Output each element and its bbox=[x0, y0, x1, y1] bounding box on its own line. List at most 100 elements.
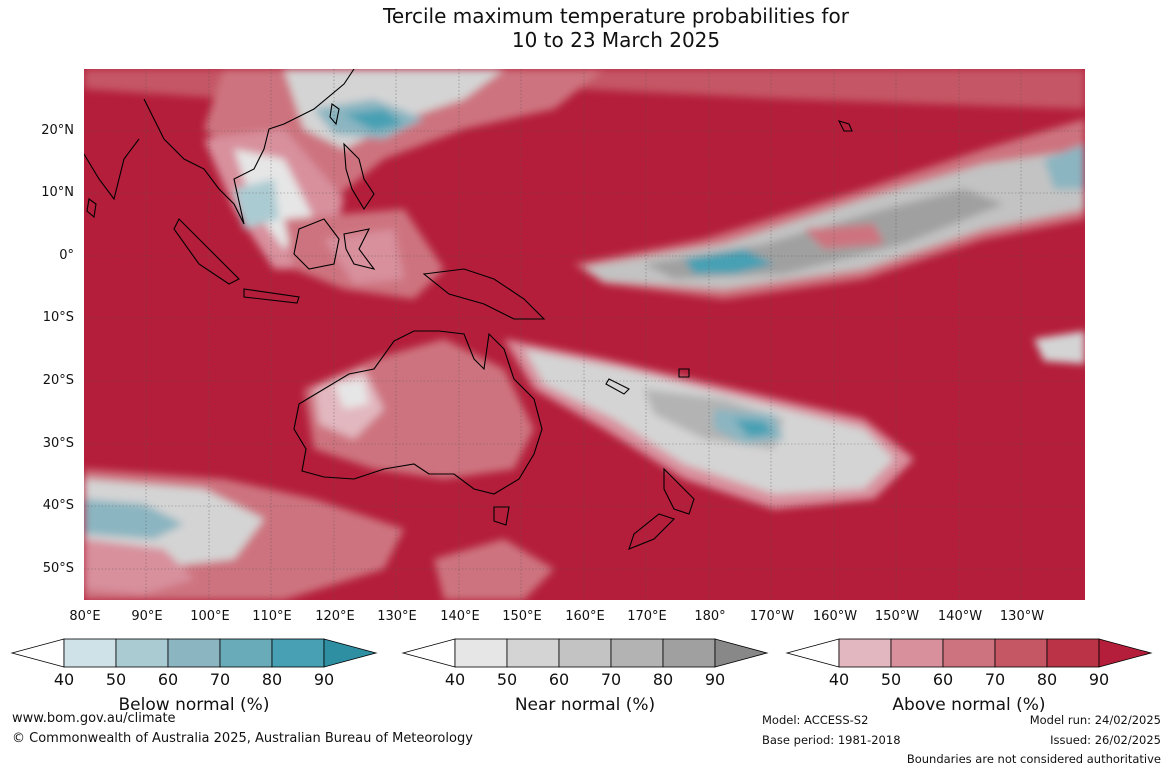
model-run-text: Model run: 24/02/2025 bbox=[1029, 713, 1161, 727]
below-cb-bin-1 bbox=[63, 638, 117, 668]
near-cb-extend-low bbox=[401, 638, 456, 668]
java-coast bbox=[243, 288, 300, 304]
near-tick-50: 50 bbox=[496, 670, 518, 689]
graticule bbox=[84, 69, 1085, 600]
above-tick-60: 60 bbox=[932, 670, 954, 689]
fiji-coast bbox=[678, 368, 690, 378]
hawaii-coast bbox=[837, 120, 853, 132]
below-tick-70: 70 bbox=[209, 670, 231, 689]
above-tick-80: 80 bbox=[1036, 670, 1058, 689]
website-link[interactable]: www.bom.gov.au/climate bbox=[12, 711, 176, 726]
below-normal-colorbar bbox=[10, 638, 378, 668]
borneo-coast bbox=[293, 218, 340, 270]
below-tick-50: 50 bbox=[105, 670, 127, 689]
lon-label-170e: 170°E bbox=[627, 609, 667, 624]
below-tick-90: 90 bbox=[313, 670, 335, 689]
map-title: Tercile maximum temperature probabilitie… bbox=[0, 4, 1173, 52]
below-tick-80: 80 bbox=[261, 670, 283, 689]
taiwan-coast bbox=[329, 103, 340, 126]
near-cb-bin-5 bbox=[662, 638, 716, 668]
lat-label-40s: 40°S bbox=[42, 498, 74, 513]
above-normal-colorbar bbox=[785, 638, 1153, 668]
philippines-coast bbox=[343, 142, 375, 211]
near-cb-bin-2 bbox=[506, 638, 560, 668]
lon-label-180: 180° bbox=[694, 609, 726, 624]
near-tick-60: 60 bbox=[548, 670, 570, 689]
near-normal-colorbar bbox=[401, 638, 769, 668]
lat-label-20s: 20°S bbox=[42, 373, 74, 388]
lon-label-130e: 130°E bbox=[377, 609, 417, 624]
below-cb-bin-4 bbox=[219, 638, 273, 668]
title-line-2: 10 to 23 March 2025 bbox=[511, 28, 721, 52]
nz-south-island bbox=[628, 513, 676, 550]
lon-label-170w: 170°W bbox=[749, 609, 795, 624]
below-cb-extend-low bbox=[10, 638, 65, 668]
probability-map bbox=[84, 69, 1085, 600]
near-tick-80: 80 bbox=[652, 670, 674, 689]
lat-label-10n: 10°N bbox=[41, 185, 74, 200]
se-asia-coast bbox=[143, 69, 355, 225]
near-cb-bin-3 bbox=[558, 638, 612, 668]
title-line-1: Tercile maximum temperature probabilitie… bbox=[383, 4, 849, 28]
near-tick-70: 70 bbox=[600, 670, 622, 689]
sulawesi-coast bbox=[343, 228, 376, 270]
above-tick-90: 90 bbox=[1088, 670, 1110, 689]
disclaimer-text: Boundaries are not considered authoritat… bbox=[906, 752, 1161, 766]
lon-label-120e: 120°E bbox=[315, 609, 355, 624]
lat-label-30s: 30°S bbox=[42, 436, 74, 451]
tasmania-coast bbox=[493, 506, 510, 526]
new-guinea-coast bbox=[422, 268, 546, 320]
below-cb-extend-high bbox=[323, 638, 378, 668]
above-tick-70: 70 bbox=[984, 670, 1006, 689]
nz-north-island bbox=[663, 467, 695, 515]
lon-label-110e: 110°E bbox=[252, 609, 292, 624]
near-tick-90: 90 bbox=[704, 670, 726, 689]
above-cb-bin-3 bbox=[942, 638, 996, 668]
below-cb-bin-3 bbox=[167, 638, 221, 668]
lon-label-150e: 150°E bbox=[502, 609, 542, 624]
lat-label-10s: 10°S bbox=[42, 310, 74, 325]
below-normal-label: Below normal (%) bbox=[118, 695, 270, 715]
below-cb-bin-5 bbox=[271, 638, 325, 668]
lon-label-130w: 130°W bbox=[999, 609, 1045, 624]
lon-label-160w: 160°W bbox=[812, 609, 858, 624]
lon-label-80e: 80°E bbox=[69, 609, 101, 624]
above-normal-label: Above normal (%) bbox=[892, 695, 1046, 715]
near-normal-label: Near normal (%) bbox=[514, 695, 656, 715]
new-caledonia-coast bbox=[605, 378, 630, 395]
below-cb-bin-2 bbox=[115, 638, 169, 668]
base-period-text: Base period: 1981-2018 bbox=[762, 733, 901, 747]
above-cb-extend-low bbox=[785, 638, 840, 668]
near-cb-bin-4 bbox=[610, 638, 664, 668]
above-tick-50: 50 bbox=[880, 670, 902, 689]
above-cb-bin-2 bbox=[890, 638, 944, 668]
sumatra-coast bbox=[173, 218, 240, 285]
coastlines bbox=[84, 69, 853, 550]
india-coast bbox=[84, 138, 140, 201]
below-tick-60: 60 bbox=[157, 670, 179, 689]
above-cb-bin-4 bbox=[994, 638, 1048, 668]
model-text: Model: ACCESS-S2 bbox=[762, 713, 869, 727]
sri-lanka-coast bbox=[86, 198, 97, 219]
above-tick-40: 40 bbox=[828, 670, 850, 689]
above-cb-bin-1 bbox=[838, 638, 892, 668]
lon-label-150w: 150°W bbox=[874, 609, 920, 624]
below-tick-40: 40 bbox=[53, 670, 75, 689]
probability-shading bbox=[84, 69, 1085, 600]
above-cb-extend-high bbox=[1098, 638, 1153, 668]
australia-coast bbox=[293, 330, 543, 495]
lon-label-140e: 140°E bbox=[440, 609, 480, 624]
near-tick-40: 40 bbox=[444, 670, 466, 689]
lon-label-100e: 100°E bbox=[190, 609, 230, 624]
lat-label-20n: 20°N bbox=[41, 123, 74, 138]
lon-label-140w: 140°W bbox=[937, 609, 983, 624]
lon-label-160e: 160°E bbox=[565, 609, 605, 624]
near-cb-extend-high bbox=[714, 638, 769, 668]
copyright-text: © Commonwealth of Australia 2025, Austra… bbox=[12, 731, 473, 746]
issued-text: Issued: 26/02/2025 bbox=[1050, 733, 1161, 747]
lat-label-0: 0° bbox=[59, 248, 74, 263]
near-cb-bin-1 bbox=[454, 638, 508, 668]
lat-label-50s: 50°S bbox=[42, 561, 74, 576]
lon-label-90e: 90°E bbox=[131, 609, 163, 624]
above-cb-bin-5 bbox=[1046, 638, 1100, 668]
